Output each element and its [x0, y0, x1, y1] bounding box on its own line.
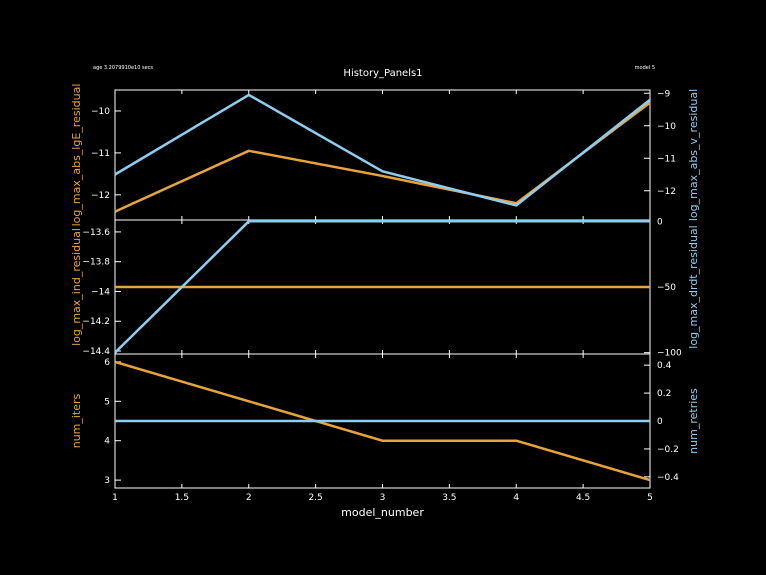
middle-left-ytick-label: −14.4: [82, 347, 110, 357]
x-tick-label: 4: [513, 493, 519, 503]
middle-right-ytick-label: −100: [657, 349, 682, 359]
top-right-ytick-label: −10: [657, 122, 676, 132]
bottom-right-ytick-label: 0: [657, 417, 663, 427]
bottom-left-axis-label: num_iters: [70, 393, 83, 448]
middle-left-ytick-label: −14: [91, 287, 110, 297]
header-age-label: age 3.2079910e10 secs: [93, 65, 153, 71]
top-left-ytick-label: −10: [91, 107, 110, 117]
x-tick-label: 3: [380, 493, 386, 503]
top-right-ytick-label: −9: [657, 89, 671, 99]
bottom-left-ytick-label: 6: [104, 358, 110, 368]
top-left-ytick-label: −11: [91, 149, 110, 159]
x-tick-label: 2: [246, 493, 252, 503]
bottom-right-ytick-label: 0.2: [657, 389, 671, 399]
bottom-left-ytick-label: 5: [104, 397, 110, 407]
middle-right-ytick-label: 0: [657, 217, 663, 227]
x-tick-label: 4.5: [576, 493, 590, 503]
bottom-right-ytick-label: 0.4: [657, 361, 672, 371]
middle-left-ytick-label: −13.6: [82, 228, 110, 238]
x-tick-label: 1.5: [175, 493, 189, 503]
x-tick-label: 2.5: [308, 493, 322, 503]
top-left-ytick-label: −12: [91, 191, 110, 201]
x-tick-label: 1: [112, 493, 118, 503]
top-right-ytick-label: −11: [657, 154, 676, 164]
middle-left-axis-label: log_max_ind_residual: [70, 228, 83, 346]
header-model-label: model 5: [635, 65, 655, 71]
top-right-axis-label: log_max_abs_v_residual: [687, 89, 700, 221]
bottom-left-ytick-label: 4: [104, 437, 110, 447]
bottom-right-ytick-label: −0.2: [657, 445, 679, 455]
bottom-right-axis-label: num_retries: [687, 388, 700, 454]
middle-left-ytick-label: −13.8: [82, 258, 110, 268]
bottom-right-ytick-label: −0.4: [657, 473, 679, 483]
x-tick-label: 3.5: [442, 493, 456, 503]
chart-title: History_Panels1: [343, 68, 422, 79]
bottom-left-ytick-label: 3: [104, 476, 110, 486]
middle-right-axis-label: log_max_drdt_residual: [687, 225, 700, 348]
x-axis-label: model_number: [341, 506, 424, 519]
top-left-axis-label: log_max_abs_lgE_residual: [70, 84, 83, 227]
top-right-ytick-label: −12: [657, 187, 676, 197]
middle-right-ytick-label: −50: [657, 283, 676, 293]
x-tick-label: 5: [647, 493, 653, 503]
middle-left-ytick-label: −14.2: [82, 317, 110, 327]
